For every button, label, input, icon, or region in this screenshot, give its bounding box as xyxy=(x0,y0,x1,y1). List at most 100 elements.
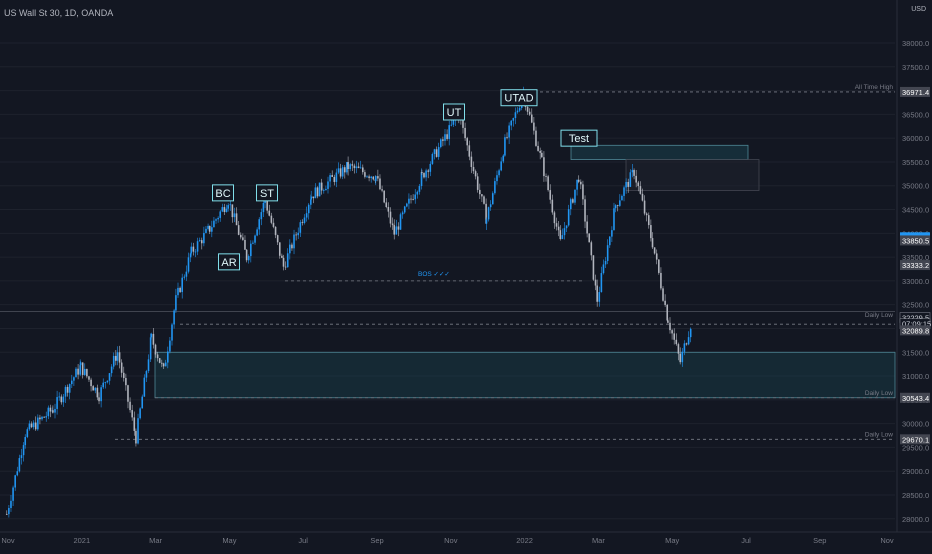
candle-body xyxy=(169,340,171,352)
time-axis-label: Sep xyxy=(370,536,383,545)
candle-body xyxy=(147,359,150,372)
time-axis-label: May xyxy=(222,536,236,545)
symbol-title[interactable]: US Wall St 30, 1D, OANDA xyxy=(4,8,114,18)
candle-body xyxy=(598,292,601,302)
wyckoff-label-st[interactable]: ST xyxy=(256,184,278,202)
candle-body xyxy=(611,230,613,237)
candle-body xyxy=(49,407,52,412)
candle-body xyxy=(305,213,308,218)
candle-body xyxy=(479,189,481,195)
price-tick-label: 34500.0 xyxy=(902,206,929,215)
price-badge-text: 30543.4 xyxy=(902,394,929,403)
candle-body xyxy=(655,253,658,260)
wyckoff-label-ut[interactable]: UT xyxy=(443,103,465,121)
candle-body xyxy=(602,264,605,274)
candle-body xyxy=(448,125,450,139)
candle-body xyxy=(77,368,79,375)
supply-zone[interactable] xyxy=(570,144,749,160)
candle-body xyxy=(557,226,560,231)
candle-body xyxy=(150,333,153,338)
candle-body xyxy=(576,179,578,190)
candle-body xyxy=(81,362,84,375)
candle-body xyxy=(643,200,646,214)
time-axis-label: Nov xyxy=(444,536,458,545)
candle-body xyxy=(395,226,398,235)
candle-body xyxy=(192,246,195,252)
price-tick-label: 38000.0 xyxy=(902,39,929,48)
candle-body xyxy=(671,330,673,334)
candle-body xyxy=(162,363,165,367)
candle-body xyxy=(666,304,669,321)
candle-body xyxy=(190,246,193,254)
bos-label: BOS ✓✓✓ xyxy=(418,271,450,278)
candle-body xyxy=(316,187,319,197)
label-text: BC xyxy=(215,188,230,200)
candle-body xyxy=(310,196,312,200)
candle-body xyxy=(677,344,680,354)
candle-body xyxy=(647,215,650,226)
candle-body xyxy=(502,155,505,162)
candle-body xyxy=(137,418,139,444)
candle-body xyxy=(79,365,81,375)
range-box[interactable] xyxy=(625,159,760,191)
candle-body xyxy=(539,150,541,153)
candle-body xyxy=(423,172,425,178)
candle-body xyxy=(325,188,327,191)
candle-body xyxy=(64,386,67,397)
candle-body xyxy=(512,118,515,121)
candle-body xyxy=(653,247,656,254)
price-badge-text: 32089.8 xyxy=(902,326,929,335)
time-axis-label: Nov xyxy=(880,536,894,545)
wyckoff-label-ar[interactable]: AR xyxy=(218,253,240,271)
candle-body xyxy=(498,170,500,176)
candles xyxy=(5,86,692,518)
wyckoff-label-utad[interactable]: UTAD xyxy=(500,89,538,107)
candle-body xyxy=(631,170,634,173)
candle-body xyxy=(385,202,388,208)
demand-zone[interactable] xyxy=(154,351,896,399)
time-axis-label: Sep xyxy=(813,536,826,545)
candle-body xyxy=(312,196,315,199)
candle-body xyxy=(377,176,379,179)
wyckoff-label-test[interactable]: Test xyxy=(560,129,598,147)
candle-body xyxy=(355,166,358,169)
price-badge-text: 07:09:15 xyxy=(902,320,931,329)
candle-body xyxy=(487,207,490,220)
label-box xyxy=(443,103,465,121)
candle-body xyxy=(673,333,675,340)
price-badge: 32089.8 xyxy=(900,325,930,336)
candle-body xyxy=(262,202,265,213)
price-badge: 36971.4 xyxy=(900,86,930,97)
price-badge-text: 29670.1 xyxy=(902,435,929,444)
price-badge-text: 33850.5 xyxy=(902,236,929,245)
price-tick-label: 36500.0 xyxy=(902,110,929,119)
candle-body xyxy=(414,194,417,200)
candle-body xyxy=(198,240,201,242)
candle-body xyxy=(347,162,349,169)
candle-body xyxy=(276,235,279,243)
candle-body xyxy=(416,191,419,195)
candle-body xyxy=(167,351,169,363)
candle-body xyxy=(68,384,71,393)
candle-body xyxy=(323,190,325,192)
price-tick-label: 35000.0 xyxy=(902,182,929,191)
candle-body xyxy=(37,417,39,430)
candle-body xyxy=(320,182,323,191)
wyckoff-label-bc[interactable]: BC xyxy=(212,184,234,202)
candle-body xyxy=(20,455,23,459)
candle-body xyxy=(239,234,242,238)
candle-body xyxy=(187,257,190,272)
candle-body xyxy=(215,219,217,221)
candle-body xyxy=(664,300,666,305)
candle-body xyxy=(476,176,479,190)
candle-body xyxy=(551,199,554,213)
time-axis-label: Jul xyxy=(298,536,308,545)
candle-body xyxy=(621,195,623,201)
candle-body xyxy=(446,134,448,139)
candle-body xyxy=(235,213,238,226)
candle-body xyxy=(613,208,615,231)
candle-body xyxy=(258,219,261,230)
candle-body xyxy=(183,276,186,278)
